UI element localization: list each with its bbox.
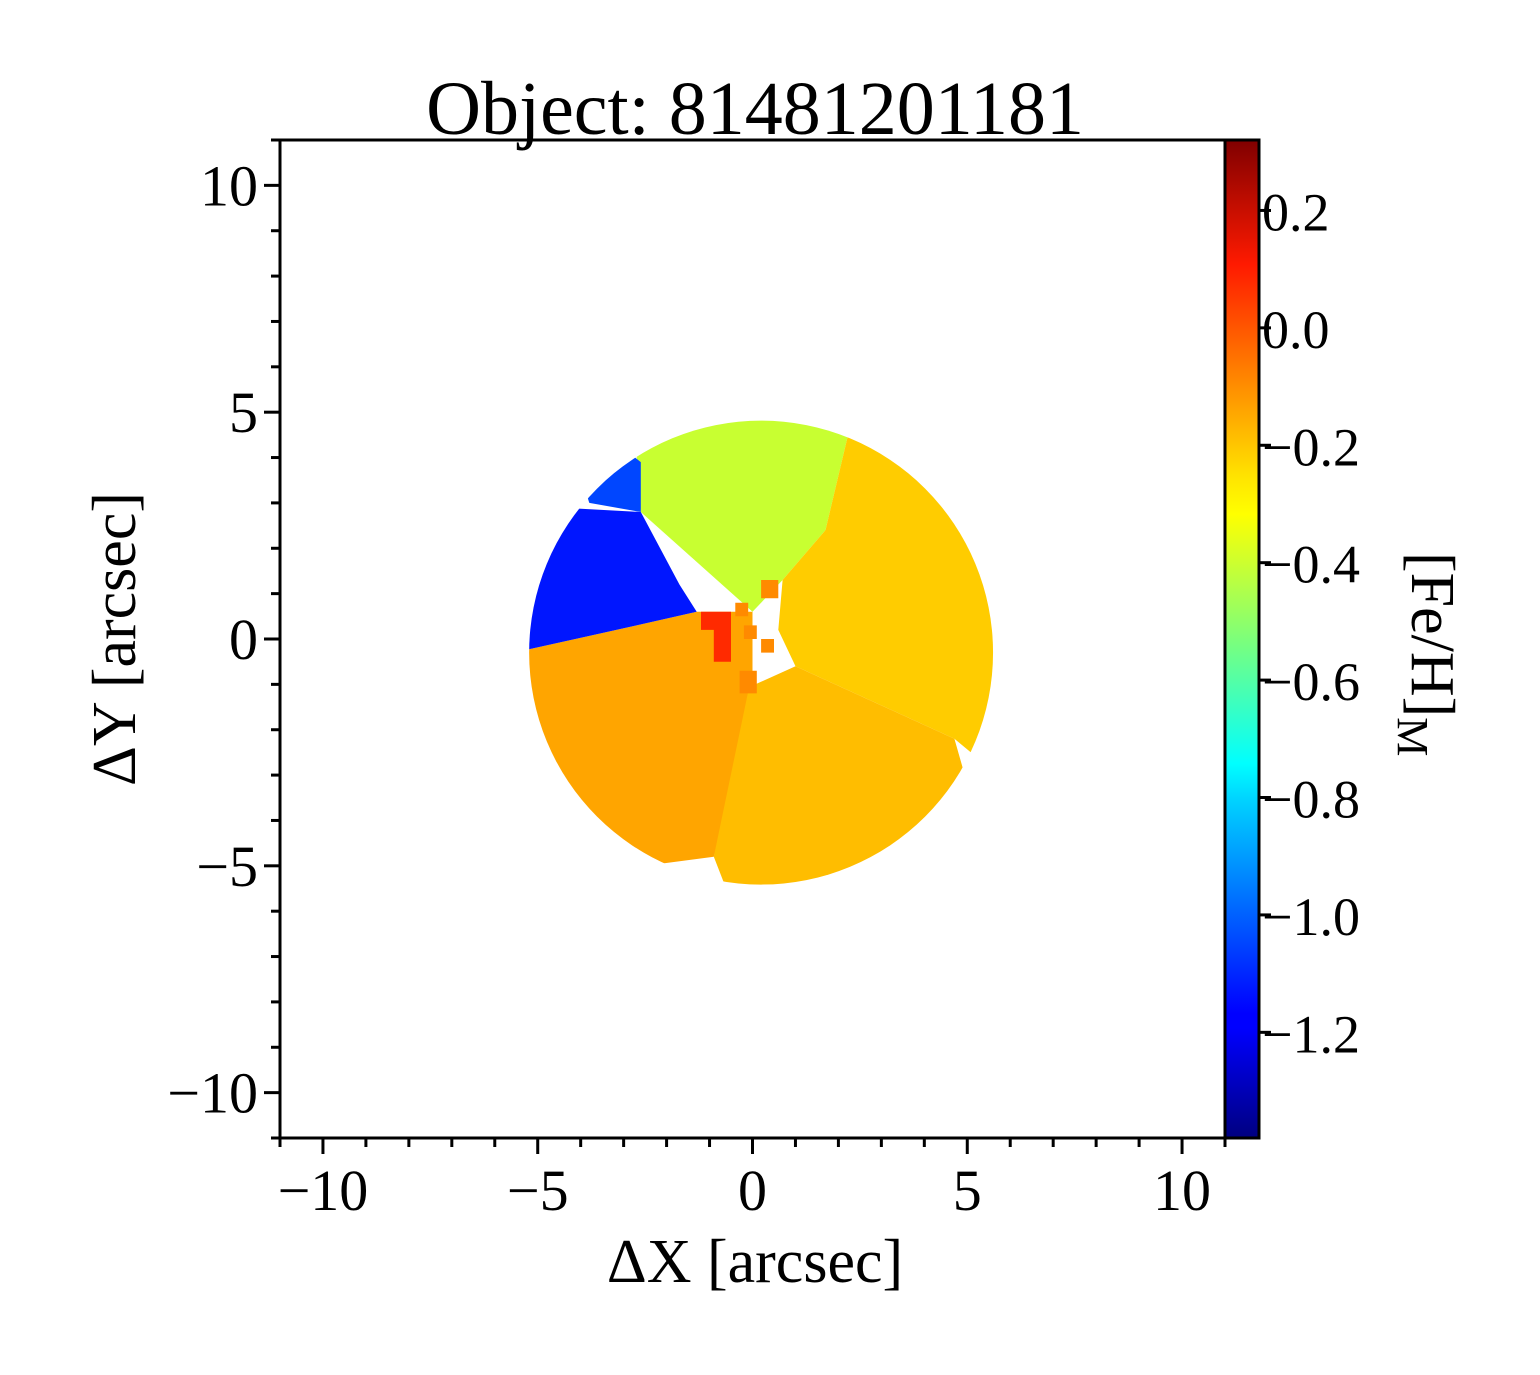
x-tick-label: 0 xyxy=(738,1158,767,1223)
x-tick-label: −10 xyxy=(278,1158,369,1223)
y-tick-label: 10 xyxy=(200,153,258,218)
colorbar-tick-label: −0.6 xyxy=(1262,652,1360,712)
region-core-spaxels xyxy=(735,580,779,694)
colorbar-tick-label: 0.2 xyxy=(1262,182,1330,242)
colorbar-label: [Fe/H]M xyxy=(1388,552,1466,756)
chart-title: Object: 81481201181 xyxy=(426,67,1084,151)
colorbar-tick-label: −0.4 xyxy=(1262,535,1360,595)
y-tick-label: 0 xyxy=(229,607,258,672)
region-southwest xyxy=(529,611,753,885)
x-tick-label: 5 xyxy=(953,1158,982,1223)
region-northwest-edge xyxy=(580,434,641,512)
x-tick-label: 10 xyxy=(1153,1158,1211,1223)
x-axis: −10 −5 0 5 10 xyxy=(278,1138,1227,1223)
colorbar: 0.2 0.0 −0.2 −0.4 −0.6 −0.8 −1.0 −1.2 xyxy=(1223,138,1360,1140)
region-north xyxy=(632,420,856,612)
y-tick-label: −10 xyxy=(167,1061,258,1126)
colorbar-gradient xyxy=(1223,138,1261,1140)
colorbar-tick-label: −0.8 xyxy=(1262,770,1360,830)
colorbar-tick-label: −1.0 xyxy=(1262,887,1360,947)
x-tick-label: −5 xyxy=(507,1158,569,1223)
y-axis-label: ΔY [arcsec] xyxy=(81,492,149,786)
colorbar-label-subscript: M xyxy=(1388,717,1437,756)
metallicity-map xyxy=(529,420,994,885)
region-core xyxy=(701,611,731,662)
colorbar-tick-label: −0.2 xyxy=(1262,417,1360,477)
x-axis-label: ΔX [arcsec] xyxy=(607,1228,903,1296)
y-tick-label: −5 xyxy=(196,834,258,899)
y-tick-label: 5 xyxy=(229,380,258,445)
colorbar-label-main: [Fe/H] xyxy=(1398,552,1466,717)
y-axis: 10 5 0 −5 −10 xyxy=(167,138,280,1140)
colorbar-tick-label: −1.2 xyxy=(1262,1004,1360,1064)
colorbar-tick-label: 0.0 xyxy=(1262,300,1330,360)
